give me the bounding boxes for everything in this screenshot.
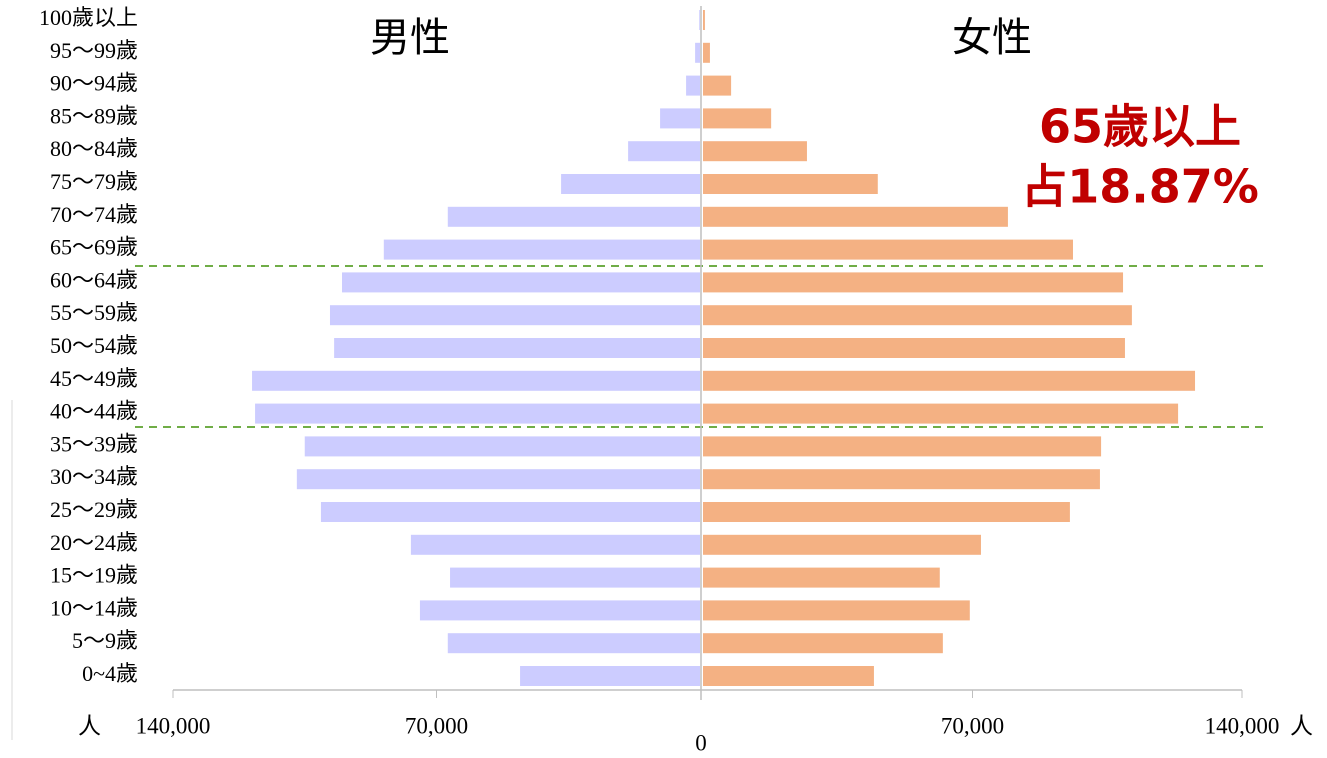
y-tick-label: 65～69歲 xyxy=(50,235,138,260)
bar xyxy=(450,567,700,588)
y-tick-label: 10～14歲 xyxy=(50,595,138,620)
bar xyxy=(296,469,700,490)
bar xyxy=(255,403,700,424)
bar xyxy=(342,272,700,293)
bar xyxy=(520,666,700,686)
bar xyxy=(703,239,1073,260)
bar xyxy=(686,75,700,96)
bar xyxy=(703,10,705,30)
bar xyxy=(334,338,700,358)
unit-label: 人 xyxy=(1290,713,1313,738)
female-title: 女性 xyxy=(952,15,1032,61)
bar xyxy=(703,305,1132,326)
bar xyxy=(703,370,1196,391)
y-tick-label: 85～89歲 xyxy=(50,103,138,128)
x-tick-label: 70,000 xyxy=(405,713,468,738)
y-tick-label: 80～84歲 xyxy=(50,136,138,161)
y-tick-label: 0~4歲 xyxy=(82,661,138,686)
bar xyxy=(703,141,807,162)
y-tick-label: 90～94歲 xyxy=(50,71,138,96)
x-tick-label: 140,000 xyxy=(136,713,211,738)
bar xyxy=(703,469,1100,490)
y-tick-label: 35～39歲 xyxy=(50,431,138,456)
bar xyxy=(329,305,700,326)
bar xyxy=(703,567,940,588)
bar xyxy=(703,534,981,555)
bar xyxy=(699,10,700,30)
y-tick-label: 30～34歲 xyxy=(50,464,138,489)
y-tick-label: 20～24歲 xyxy=(50,530,138,555)
bar xyxy=(703,174,878,194)
bar xyxy=(660,108,700,129)
bar xyxy=(419,600,700,621)
bar xyxy=(703,206,1008,227)
bar xyxy=(703,108,772,129)
bar xyxy=(447,206,700,227)
male-title: 男性 xyxy=(370,15,450,61)
y-tick-label: 5～9歲 xyxy=(72,628,138,653)
y-tick-label: 60～64歲 xyxy=(50,267,138,292)
unit-label: 人 xyxy=(78,713,101,738)
y-tick-label: 55～59歲 xyxy=(50,300,138,325)
bar xyxy=(628,141,700,162)
y-tick-label: 40～44歲 xyxy=(50,399,138,424)
bar xyxy=(320,502,700,522)
bar xyxy=(703,75,732,96)
x-tick-label: 0 xyxy=(695,730,707,755)
y-tick-label: 15～19歲 xyxy=(50,563,138,588)
bar xyxy=(703,633,943,654)
y-tick-label: 95～99歲 xyxy=(50,38,138,63)
y-tick-label: 50～54歲 xyxy=(50,333,138,358)
bar xyxy=(410,534,700,555)
bar xyxy=(561,174,700,194)
y-tick-label: 25～29歲 xyxy=(50,497,138,522)
y-tick-label: 100歲以上 xyxy=(39,5,138,30)
bar xyxy=(703,436,1102,457)
x-tick-label: 140,000 xyxy=(1205,713,1280,738)
bar xyxy=(383,239,700,260)
y-tick-label: 45～49歲 xyxy=(50,366,138,391)
bar xyxy=(304,436,700,457)
y-tick-label: 75～79歲 xyxy=(50,169,138,194)
y-tick-label: 70～74歲 xyxy=(50,202,138,227)
x-tick-label: 70,000 xyxy=(941,713,1004,738)
bar xyxy=(703,42,710,63)
bar xyxy=(703,502,1070,522)
bar xyxy=(703,403,1179,424)
bar xyxy=(252,370,701,391)
annotation: 占18.87% xyxy=(1021,160,1259,214)
annotation: 65歲以上 xyxy=(1039,100,1241,154)
bar xyxy=(695,42,700,63)
bar xyxy=(703,666,874,686)
bar xyxy=(703,338,1125,358)
bar xyxy=(703,272,1124,293)
bar xyxy=(703,600,970,621)
bar xyxy=(447,633,700,654)
